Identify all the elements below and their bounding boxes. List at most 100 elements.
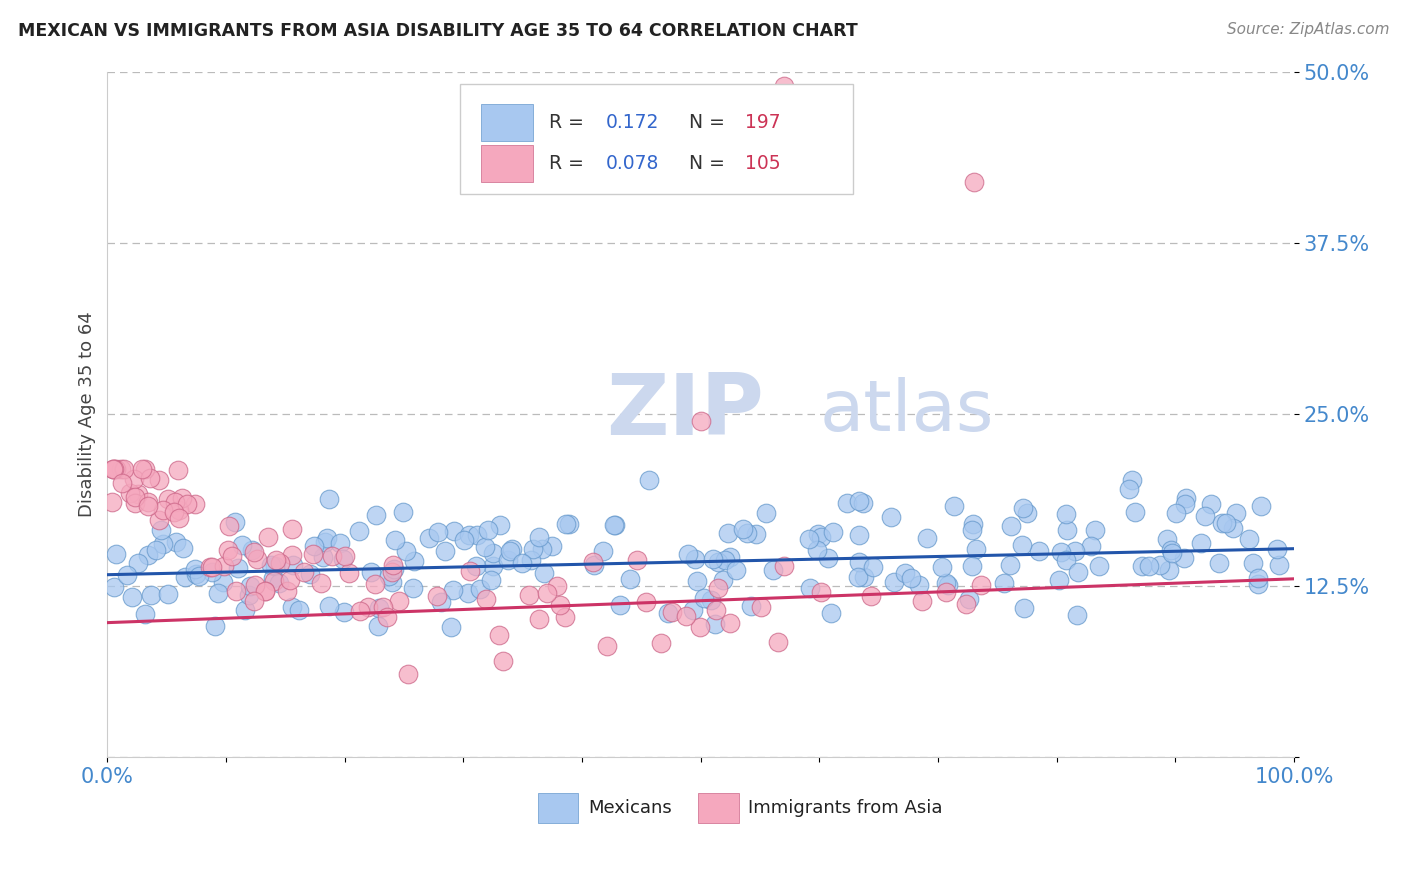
Point — [960, 523, 983, 537]
Point — [138, 499, 160, 513]
Point — [969, 578, 991, 592]
Point — [823, 525, 845, 540]
Point — [772, 78, 794, 93]
Point — [482, 546, 505, 560]
Point — [434, 543, 457, 558]
Point — [395, 543, 418, 558]
Point — [225, 584, 247, 599]
Point — [693, 591, 716, 606]
Point — [314, 534, 336, 549]
Point — [136, 494, 159, 508]
Point — [392, 505, 415, 519]
Point — [807, 526, 830, 541]
Point — [312, 550, 335, 565]
Point — [167, 503, 190, 517]
Point — [122, 472, 145, 486]
Point — [1211, 516, 1233, 530]
Point — [167, 511, 190, 525]
Point — [441, 583, 464, 598]
Point — [637, 474, 659, 488]
Point — [1239, 532, 1261, 546]
Point — [908, 578, 931, 592]
Point — [879, 509, 901, 524]
Point — [1208, 557, 1230, 571]
Point — [1087, 559, 1109, 574]
Point — [239, 579, 262, 593]
Point — [501, 541, 523, 556]
Point — [381, 565, 404, 579]
Point — [676, 547, 699, 561]
Point — [366, 508, 388, 523]
Point — [619, 572, 641, 586]
Text: MEXICAN VS IMMIGRANTS FROM ASIA DISABILITY AGE 35 TO 64 CORRELATION CHART: MEXICAN VS IMMIGRANTS FROM ASIA DISABILI… — [18, 22, 858, 40]
Point — [381, 574, 404, 589]
Point — [755, 506, 778, 520]
Point — [636, 595, 658, 609]
Point — [555, 516, 578, 531]
Point — [457, 528, 479, 542]
Text: Immigrants from Asia: Immigrants from Asia — [748, 799, 942, 817]
Point — [243, 594, 266, 608]
Point — [339, 566, 361, 580]
Point — [859, 590, 882, 604]
Point — [304, 539, 326, 553]
Point — [315, 531, 337, 545]
Point — [862, 560, 884, 574]
Point — [911, 594, 934, 608]
Point — [145, 543, 167, 558]
Point — [936, 578, 959, 592]
Point — [207, 586, 229, 600]
Point — [1164, 506, 1187, 520]
Point — [1121, 473, 1143, 487]
Point — [533, 566, 555, 581]
Point — [238, 588, 260, 602]
Point — [519, 553, 541, 567]
Point — [281, 522, 304, 536]
Point — [1067, 565, 1090, 579]
Point — [167, 463, 190, 477]
Point — [233, 603, 256, 617]
Point — [582, 555, 605, 569]
Point — [201, 565, 224, 579]
Point — [212, 575, 235, 590]
Point — [650, 636, 672, 650]
Point — [224, 515, 246, 529]
Point — [517, 588, 540, 602]
Text: Mexicans: Mexicans — [588, 799, 672, 817]
Text: atlas: atlas — [820, 376, 994, 445]
Point — [737, 526, 759, 541]
Point — [745, 527, 768, 541]
Point — [557, 517, 579, 532]
Point — [806, 543, 828, 558]
Point — [333, 605, 356, 619]
Point — [104, 547, 127, 561]
Text: 105: 105 — [745, 153, 780, 173]
Point — [112, 462, 135, 476]
Point — [360, 565, 382, 579]
Point — [262, 571, 284, 585]
Point — [124, 490, 146, 504]
Point — [1011, 538, 1033, 552]
Point — [134, 462, 156, 476]
Point — [127, 487, 149, 501]
Point — [592, 543, 614, 558]
Point — [465, 559, 488, 574]
Point — [257, 530, 280, 544]
Point — [1080, 539, 1102, 553]
Point — [183, 497, 205, 511]
Point — [127, 556, 149, 570]
Point — [465, 527, 488, 541]
Point — [536, 586, 558, 600]
Point — [482, 559, 505, 574]
Point — [1250, 499, 1272, 513]
Text: Source: ZipAtlas.com: Source: ZipAtlas.com — [1226, 22, 1389, 37]
Point — [176, 496, 198, 510]
Point — [226, 561, 249, 575]
Point — [281, 600, 304, 615]
Point — [603, 518, 626, 533]
Text: N =: N = — [689, 112, 731, 131]
Point — [1247, 571, 1270, 585]
Point — [527, 530, 550, 544]
Point — [375, 610, 398, 624]
Point — [993, 576, 1015, 591]
